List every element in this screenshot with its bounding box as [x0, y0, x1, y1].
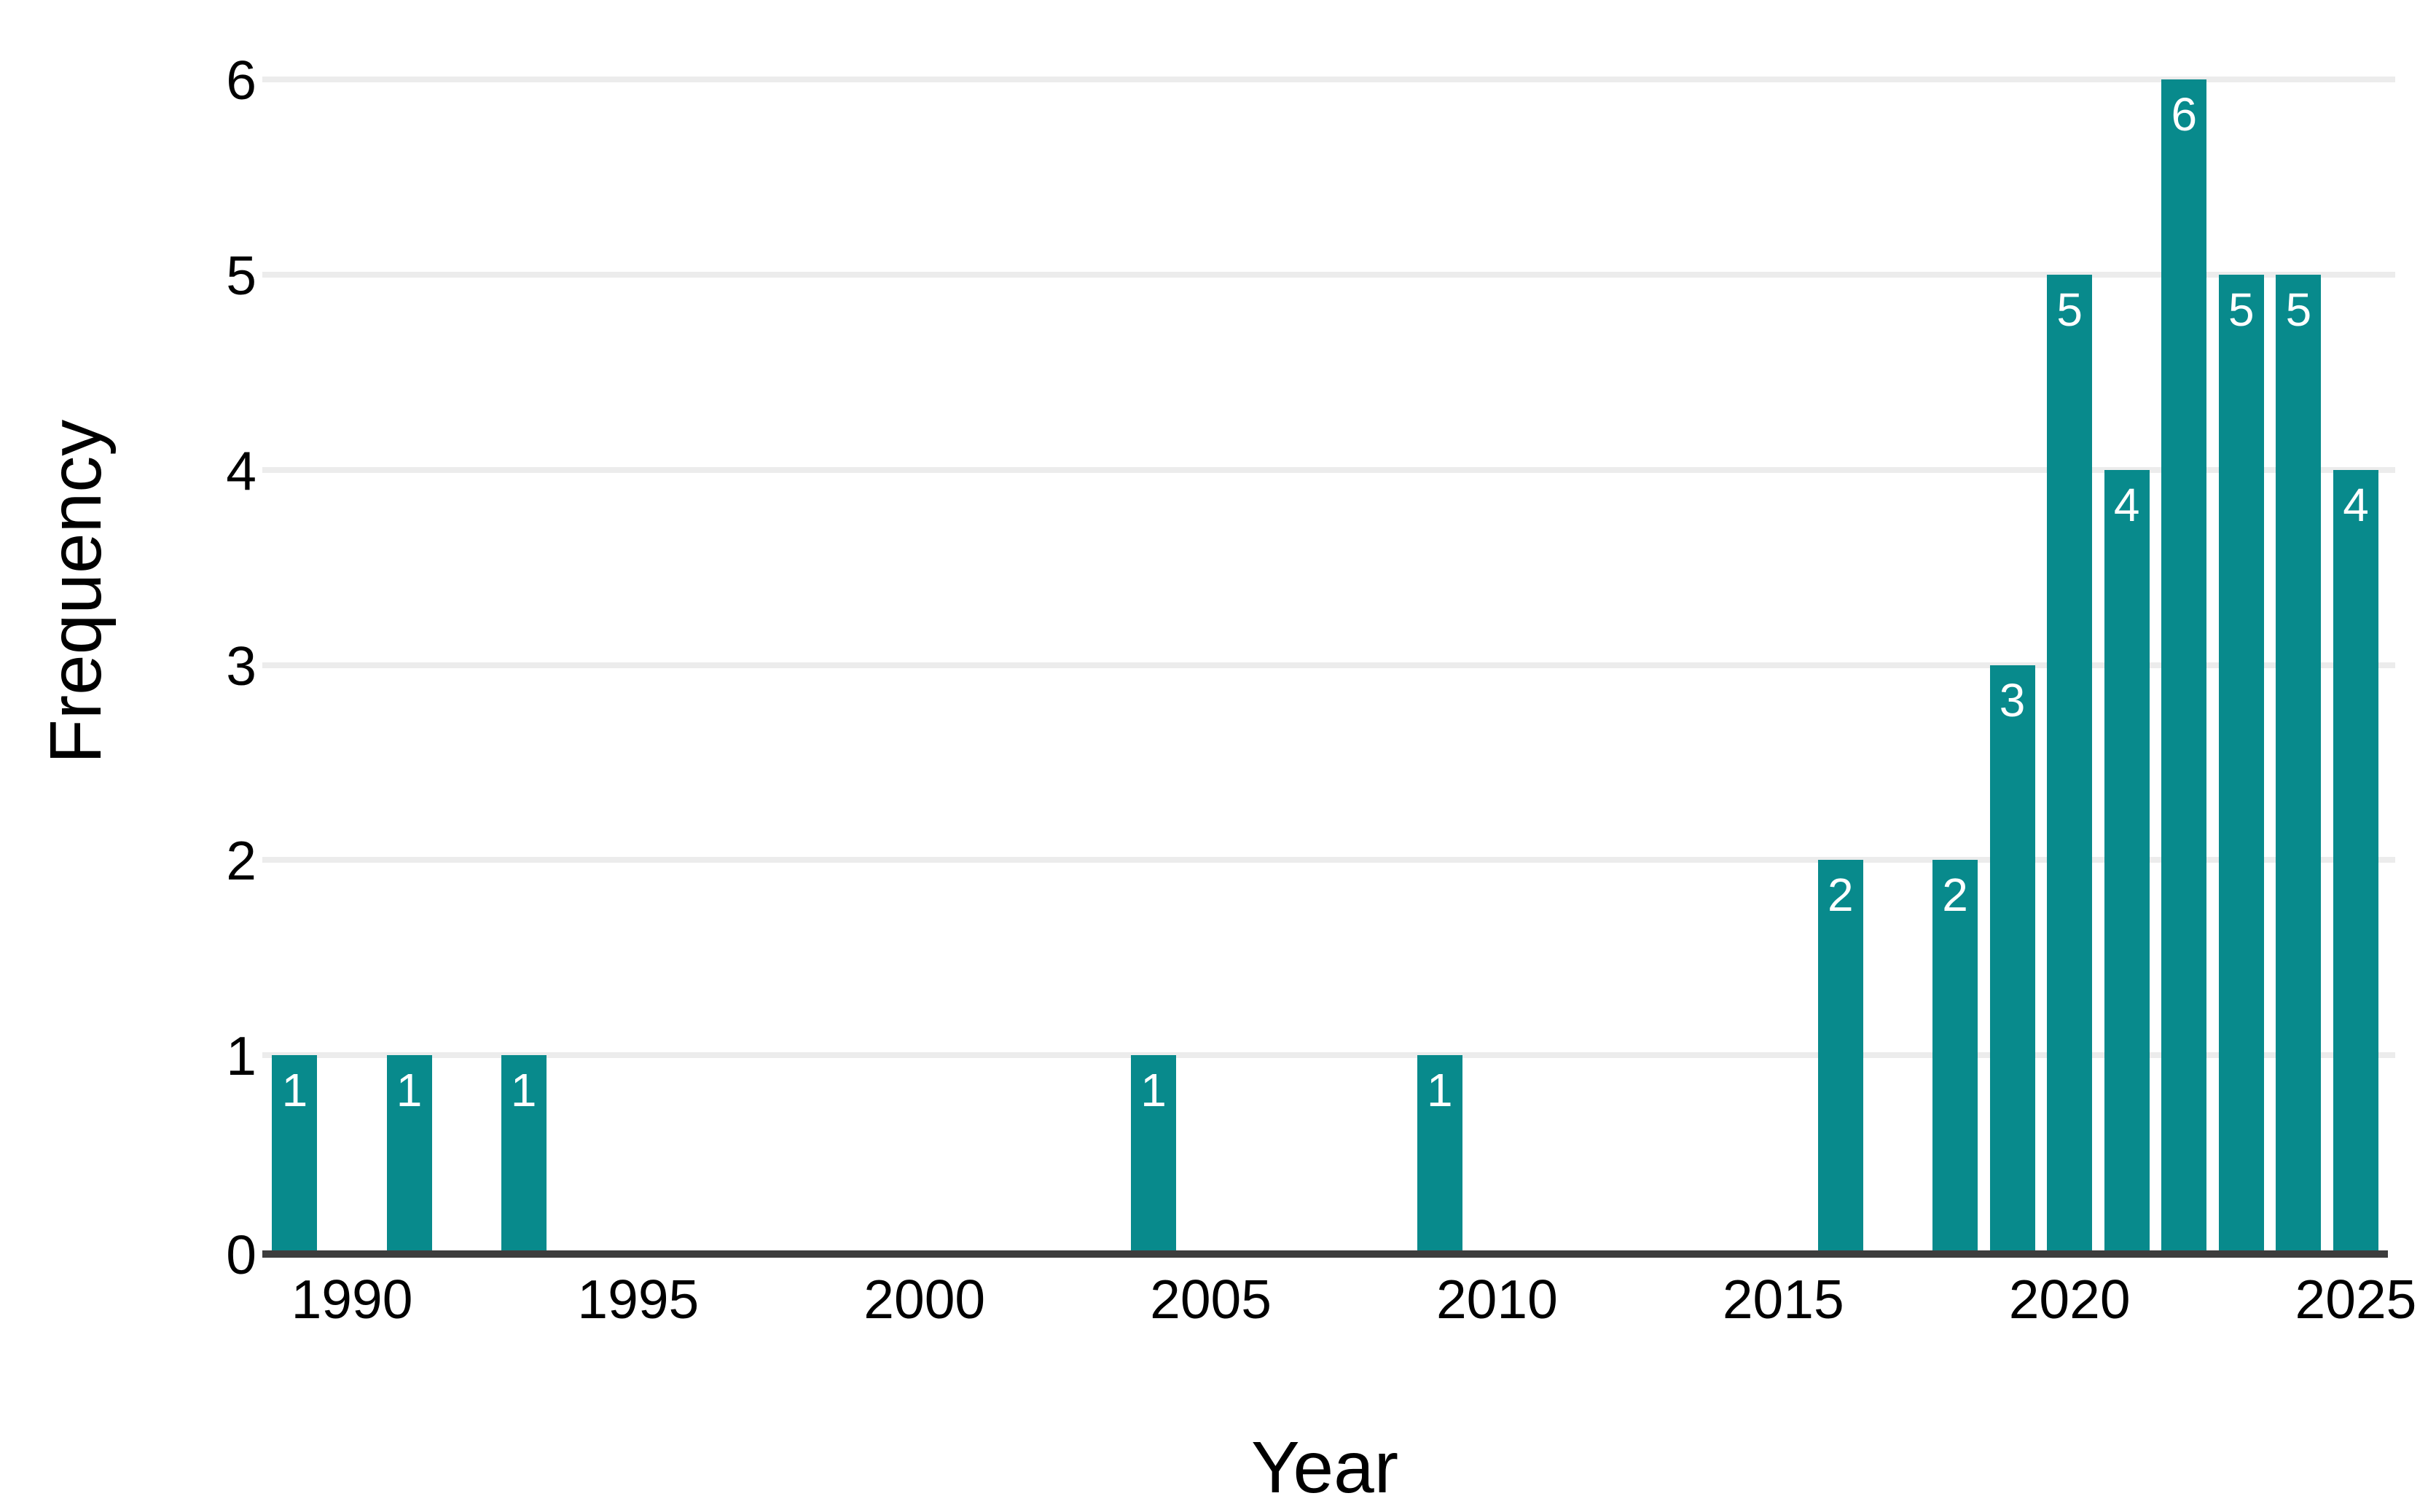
x-axis-line: [262, 1250, 2388, 1258]
bar-value-label-2009: 1: [1427, 1064, 1453, 1117]
bar-value-label-2020: 5: [2056, 283, 2083, 336]
x-tick-label-2005: 2005: [1150, 1269, 1272, 1330]
bar-2019: [1989, 665, 2035, 1254]
gridline-y-2: [262, 857, 2395, 863]
bar-2009: [1417, 1055, 1462, 1254]
x-tick-label-2020: 2020: [2008, 1269, 2131, 1330]
y-tick-label-5: 5: [226, 245, 256, 306]
gridline-y-3: [262, 662, 2395, 668]
bar-2004: [1130, 1055, 1176, 1254]
y-tick-label-4: 4: [226, 439, 256, 501]
bar-value-label-2025: 4: [2343, 478, 2369, 531]
bar-2025: [2333, 469, 2378, 1254]
bar-value-label-2019: 3: [1999, 673, 2026, 726]
bar-2020: [2047, 275, 2093, 1254]
bar-value-label-2022: 6: [2171, 88, 2198, 141]
x-tick-label-2010: 2010: [1436, 1269, 1558, 1330]
bar-value-label-1993: 1: [510, 1064, 537, 1117]
x-tick-label-1990: 1990: [291, 1269, 413, 1330]
bar-value-label-2024: 5: [2285, 283, 2312, 336]
x-tick-label-1995: 1995: [577, 1269, 700, 1330]
gridline-y-1: [262, 1052, 2395, 1059]
bar-value-label-1989: 1: [281, 1064, 308, 1117]
x-axis-title: Year: [1250, 1427, 1399, 1508]
y-tick-label-1: 1: [226, 1025, 256, 1087]
bar-2016: [1817, 860, 1863, 1254]
bar-value-label-2021: 4: [2113, 478, 2140, 531]
gridline-y-5: [262, 272, 2395, 278]
bar-2022: [2161, 79, 2207, 1254]
bar-value-label-2018: 2: [1942, 869, 1968, 922]
bar-1993: [501, 1055, 547, 1254]
y-tick-label-2: 2: [226, 830, 256, 892]
x-tick-label-2025: 2025: [2295, 1269, 2417, 1330]
x-tick-label-2000: 2000: [863, 1269, 986, 1330]
x-tick-label-2015: 2015: [1722, 1269, 1844, 1330]
y-tick-label-0: 0: [226, 1224, 256, 1285]
bar-value-label-2016: 2: [1828, 869, 1854, 922]
bar-2023: [2218, 275, 2264, 1254]
bar-2024: [2276, 275, 2322, 1254]
bar-value-label-1991: 1: [396, 1064, 423, 1117]
y-tick-label-6: 6: [226, 50, 256, 111]
gridline-y-4: [262, 466, 2395, 473]
y-axis-title: Frequency: [35, 419, 117, 764]
gridline-y-6: [262, 77, 2395, 83]
bar-2021: [2104, 469, 2150, 1254]
bar-2018: [1932, 860, 1978, 1254]
bar-value-label-2023: 5: [2228, 283, 2255, 336]
y-tick-label-3: 3: [226, 635, 256, 697]
bar-1989: [272, 1055, 318, 1254]
bar-value-label-2004: 1: [1140, 1064, 1167, 1117]
bar-1991: [386, 1055, 432, 1254]
